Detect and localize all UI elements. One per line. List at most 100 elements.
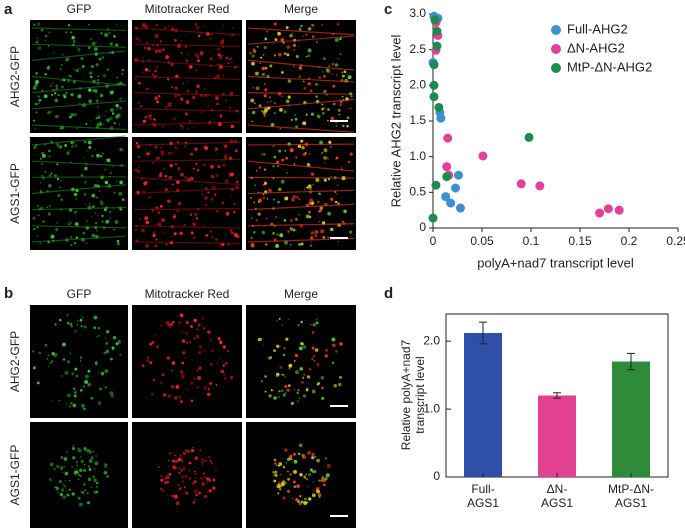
cell-signal bbox=[54, 114, 59, 119]
cell-signal bbox=[87, 140, 92, 145]
cell-signal bbox=[297, 389, 300, 392]
cell-signal bbox=[343, 209, 347, 214]
cell-signal bbox=[159, 381, 163, 384]
cell-signal bbox=[306, 186, 309, 189]
cell-signal bbox=[190, 169, 192, 172]
cell-signal bbox=[44, 39, 46, 41]
cell-signal bbox=[331, 343, 336, 348]
cell-signal bbox=[216, 152, 218, 155]
cell-signal bbox=[291, 35, 294, 37]
cell-signal bbox=[305, 473, 308, 476]
cell-signal bbox=[210, 174, 215, 179]
cell-wall bbox=[133, 43, 241, 47]
cell-signal bbox=[119, 147, 123, 152]
cell-signal bbox=[184, 175, 188, 180]
cell-signal bbox=[109, 211, 111, 213]
cell-signal bbox=[178, 467, 181, 469]
cell-signal bbox=[177, 201, 182, 206]
cell-signal bbox=[264, 88, 268, 92]
cell-signal bbox=[76, 324, 79, 326]
cell-signal bbox=[307, 82, 311, 86]
cell-signal bbox=[173, 232, 177, 236]
cell-signal bbox=[251, 217, 253, 219]
cell-signal bbox=[301, 145, 305, 150]
cell-signal bbox=[59, 493, 63, 497]
cell-signal bbox=[297, 324, 300, 327]
legend-marker bbox=[551, 63, 561, 73]
cell-signal bbox=[295, 156, 298, 159]
cell-signal bbox=[75, 236, 79, 239]
cell-signal bbox=[298, 45, 300, 48]
cell-signal bbox=[104, 369, 109, 374]
cell-signal bbox=[337, 108, 341, 112]
cell-signal bbox=[65, 31, 68, 34]
column-header: Merge bbox=[284, 2, 318, 16]
cell-signal bbox=[79, 474, 82, 478]
cell-wall bbox=[247, 59, 355, 71]
cell-signal bbox=[70, 221, 73, 224]
cell-signal bbox=[197, 386, 199, 389]
cell-signal bbox=[71, 447, 75, 451]
cell-signal bbox=[253, 102, 256, 105]
cell-signal bbox=[61, 53, 64, 56]
cell-signal bbox=[95, 481, 99, 485]
cell-signal bbox=[149, 342, 153, 346]
cell-signal bbox=[154, 145, 158, 149]
cell-signal bbox=[167, 151, 172, 155]
cell-signal bbox=[297, 144, 302, 149]
cell-signal bbox=[35, 40, 39, 44]
cell-signal bbox=[88, 468, 92, 472]
data-point bbox=[535, 181, 545, 191]
cell-signal bbox=[260, 56, 263, 59]
cell-signal bbox=[210, 197, 214, 201]
cell-signal bbox=[79, 318, 83, 322]
cell-signal bbox=[200, 32, 203, 35]
cell-signal bbox=[299, 367, 304, 371]
cell-signal bbox=[325, 473, 330, 478]
cell-signal bbox=[97, 371, 100, 374]
cell-signal bbox=[100, 32, 103, 35]
cell-signal bbox=[207, 105, 210, 107]
cell-signal bbox=[171, 86, 173, 88]
cell-signal bbox=[318, 220, 321, 223]
cell-signal bbox=[118, 191, 123, 196]
cell-signal bbox=[303, 188, 306, 190]
cell-signal bbox=[88, 71, 93, 75]
cell-signal bbox=[88, 23, 91, 26]
cell-signal bbox=[205, 477, 208, 480]
cell-signal bbox=[79, 468, 83, 473]
cell-signal bbox=[99, 154, 103, 158]
cell-signal bbox=[66, 152, 70, 156]
cell-signal bbox=[170, 27, 175, 31]
cell-signal bbox=[303, 86, 307, 90]
cell-signal bbox=[185, 59, 189, 62]
cell-signal bbox=[321, 24, 324, 26]
cell-signal bbox=[279, 473, 282, 476]
cell-signal bbox=[199, 345, 203, 349]
cell-signal bbox=[313, 469, 317, 474]
row-label: AGS1-GFP bbox=[8, 163, 22, 224]
cell-signal bbox=[198, 366, 202, 370]
cell-signal bbox=[229, 106, 231, 109]
cell-signal bbox=[39, 242, 42, 245]
cell-signal bbox=[148, 70, 151, 73]
cell-signal bbox=[310, 172, 315, 176]
cell-signal bbox=[314, 234, 318, 238]
cell-signal bbox=[87, 384, 90, 386]
cell-signal bbox=[320, 376, 324, 380]
cell-signal bbox=[332, 102, 336, 106]
cell-signal bbox=[48, 184, 52, 188]
cell-signal bbox=[57, 93, 61, 97]
cell-signal bbox=[106, 118, 110, 122]
cell-signal bbox=[69, 220, 71, 222]
x-tick-label: 0.1 bbox=[523, 234, 540, 248]
cell-signal bbox=[93, 315, 98, 320]
cell-signal bbox=[179, 231, 183, 236]
cell-signal bbox=[94, 221, 98, 225]
cell-signal bbox=[100, 201, 102, 204]
cell-signal bbox=[102, 221, 104, 223]
cell-signal bbox=[272, 232, 275, 235]
data-point bbox=[428, 213, 438, 223]
cell-signal bbox=[37, 95, 40, 98]
cell-signal bbox=[204, 459, 207, 462]
